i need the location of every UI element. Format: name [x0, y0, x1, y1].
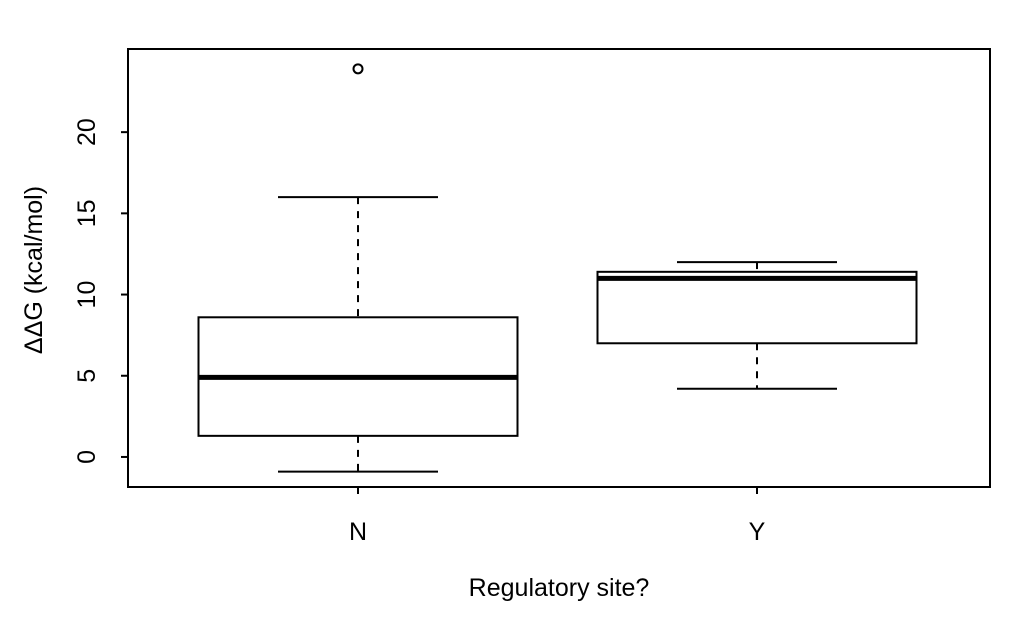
box-group-y [596, 261, 918, 390]
y-tick-label: 20 [73, 118, 101, 146]
boxes [197, 63, 918, 473]
x-axis-title: Regulatory site? [469, 574, 650, 602]
y-axis: 0 5 10 15 20 [73, 118, 128, 464]
outlier-point [352, 63, 364, 75]
iqr-box [596, 270, 918, 345]
x-tick-label: Y [749, 518, 766, 546]
box-group-n [197, 63, 519, 473]
y-tick-label: 10 [73, 281, 101, 309]
plot-border [127, 48, 991, 488]
y-tick-label: 15 [73, 199, 101, 227]
y-axis-title: ΔΔG (kcal/mol) [20, 186, 48, 354]
x-tick-label: N [349, 518, 367, 546]
y-tick-label: 5 [73, 369, 101, 383]
y-tick-label: 0 [73, 450, 101, 464]
